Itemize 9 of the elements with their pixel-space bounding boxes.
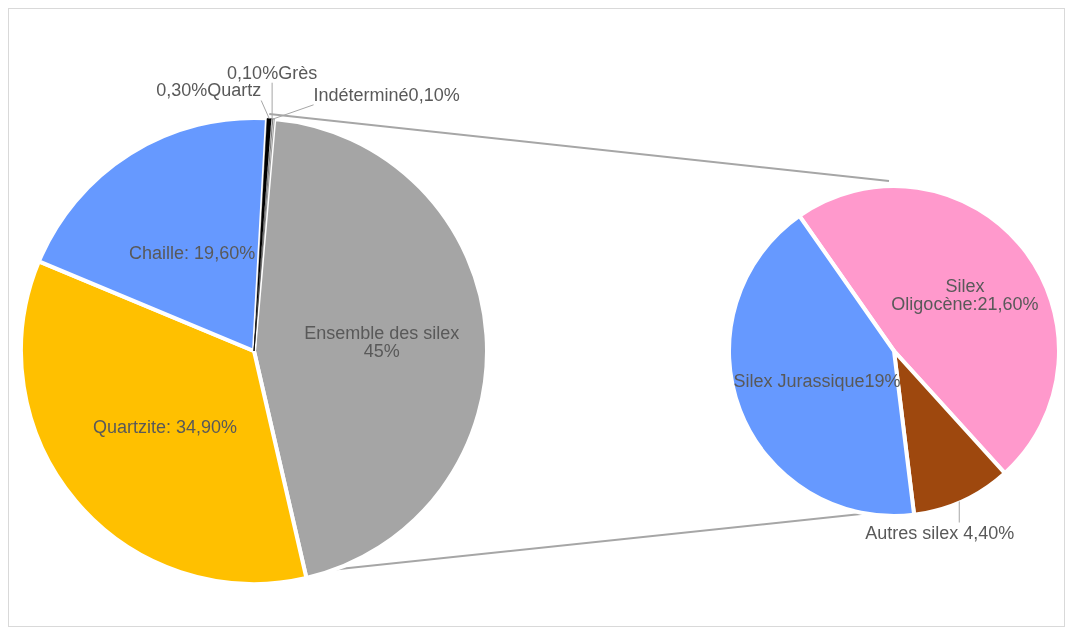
slice-label: 0,30%Quartz: [156, 80, 262, 101]
slice-label: Ensemble des silex: [304, 323, 460, 344]
slice-label: 0,10%Grès: [227, 62, 318, 83]
data-label: 45%: [363, 341, 400, 362]
slice-label: Quartzite: 34,90%: [92, 416, 238, 437]
slice-label: Chaille: 19,60%: [129, 242, 256, 263]
slice-label: Autres silex 4,40%: [865, 522, 1015, 543]
slice-label: Silex Oligocène:21,60%: [891, 275, 1039, 314]
slice-label: Indéterminé0,10%: [313, 84, 460, 105]
